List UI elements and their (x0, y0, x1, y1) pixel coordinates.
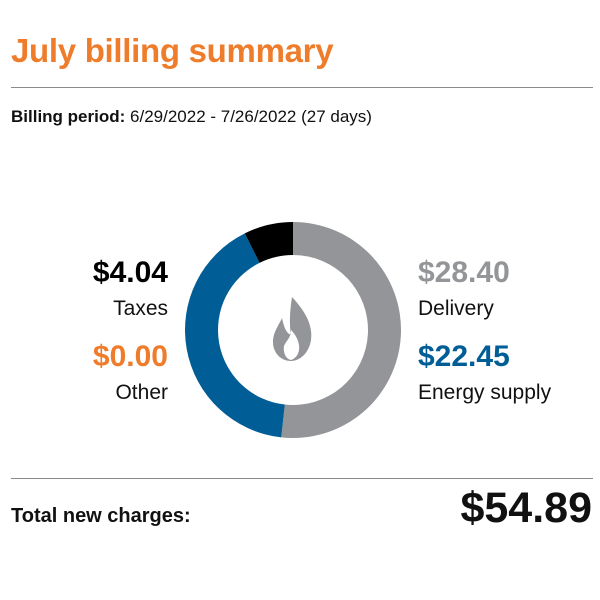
donut-slice-energy-supply (185, 233, 285, 438)
energy-supply-amount: $22.45 (418, 340, 510, 373)
total-divider (11, 478, 593, 479)
total-charges-label: Total new charges: (11, 505, 191, 527)
delivery-amount: $28.40 (418, 256, 510, 289)
billing-period-label: Billing period: (11, 107, 126, 126)
taxes-label: Taxes (113, 297, 168, 320)
total-charges-value: $54.89 (460, 484, 592, 532)
donut-slices (185, 222, 401, 438)
other-label: Other (115, 381, 168, 404)
donut-chart (185, 222, 401, 438)
taxes-amount: $4.04 (92, 256, 168, 289)
other-amount: $0.00 (92, 340, 168, 373)
flame-icon (273, 297, 312, 361)
billing-period: Billing period: 6/29/2022 - 7/26/2022 (2… (11, 107, 372, 127)
title-divider (11, 87, 593, 88)
donut-slice-delivery (281, 222, 401, 438)
delivery-label: Delivery (418, 297, 494, 320)
page-title: July billing summary (11, 32, 334, 69)
donut-slice-taxes (244, 222, 293, 263)
billing-period-value: 6/29/2022 - 7/26/2022 (27 days) (130, 107, 372, 126)
energy-supply-label: Energy supply (418, 381, 552, 404)
